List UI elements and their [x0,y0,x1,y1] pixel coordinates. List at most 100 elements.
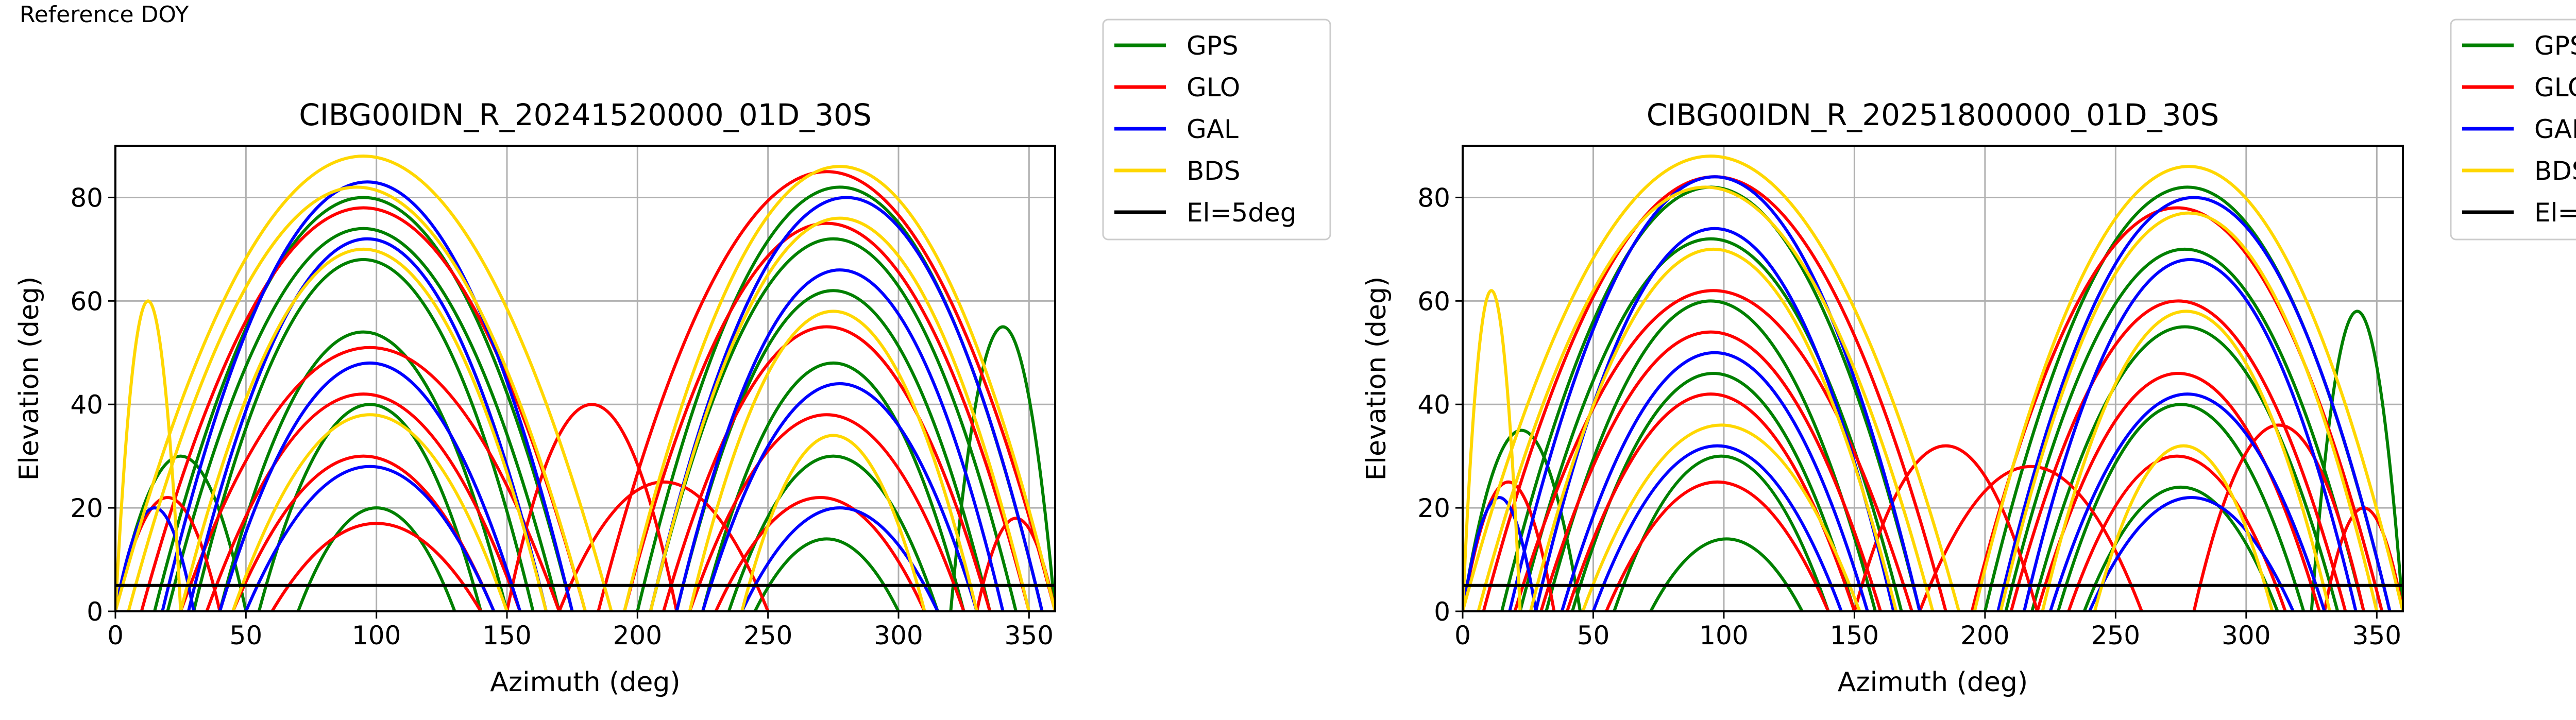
track-gal [1996,196,2392,611]
plot-frame [114,145,1056,612]
plot-frame [1462,145,2404,612]
legend-label: BDS [2534,156,2576,186]
track-gal [1591,444,1843,611]
track-glo [2192,423,2365,611]
track-bds [623,165,1055,611]
track-glo [714,496,926,611]
y-tick-label: 60 [1417,286,1450,316]
x-tick-label: 250 [743,621,792,650]
track-glo [140,206,587,611]
track-gal [244,465,496,611]
figure-title: Reference DOY [20,2,189,28]
y-tick-label: 80 [70,183,103,213]
legend-label: GLO [2534,73,2576,102]
track-glo [1918,465,2144,611]
chart-title: CIBG00IDN_R_20251800000_01D_30S [1647,97,2219,132]
track-gps [2056,403,2306,611]
legend-label: GPS [1187,31,1239,61]
track-gal [2048,392,2326,611]
x-axis-label: Azimuth (deg) [490,667,680,698]
track-gps [701,362,965,611]
x-tick-label: 350 [2352,621,2401,650]
track-gps [153,196,574,611]
chart-2024-panel: CIBG00IDN_R_20241520000_01D_30S 0 50 100 150… [14,19,1331,698]
y-tick-label: 40 [1417,390,1450,420]
track-gps [649,237,1018,611]
track-bds [649,216,1031,611]
track-gal [701,382,978,611]
track-bds [688,310,978,611]
x-tick-label: 300 [2222,621,2270,650]
legend-label: GAL [2534,114,2576,144]
legend-label: El=5deg [1187,198,1296,228]
satellite-tracks [115,155,1055,611]
x-tick-label: 150 [1830,621,1879,650]
x-tick-label: 50 [230,621,263,650]
track-glo [662,325,992,611]
track-gal [2022,258,2358,611]
chart-2025-panel: CIBG00IDN_R_20251800000_01D_30S 0 50 100 150… [1361,19,2576,698]
y-tick-label: 80 [1417,183,1450,213]
y-tick-label: 60 [70,286,103,316]
track-bds [115,299,182,611]
track-glo [688,413,965,611]
track-glo [1853,444,2039,611]
track-bds [1529,248,1898,611]
track-gps [2030,325,2340,611]
legend-label: GLO [1187,73,1240,102]
x-tick-label: 0 [1454,621,1471,650]
track-bds [1477,185,1935,611]
track-bds [1581,423,1861,611]
track-gal [218,361,522,611]
track-gal [115,506,195,611]
x-tick-label: 200 [1960,621,2009,650]
legend: GPS GLO GAL BDS El=5deg [2450,19,2576,241]
track-glo [1565,392,1856,611]
track-glo [1513,289,1913,611]
chart-title: CIBG00IDN_R_20241520000_01D_30S [299,97,872,132]
legend-label: El=5deg [2534,198,2576,228]
track-bds [2041,310,2332,611]
track-gps [192,258,535,611]
x-tick-label: 50 [1577,621,1610,650]
track-gal [1560,351,1869,611]
track-gps [1545,299,1877,611]
track-gps [1518,237,1903,611]
track-gal [161,180,574,611]
track-gps [2004,248,2365,611]
y-axis-label: Elevation (deg) [14,277,45,481]
legend-label: BDS [1187,156,1241,186]
y-tick-label: 40 [70,390,103,420]
legend-label: GAL [1187,114,1239,144]
track-gps [1463,428,1582,611]
track-bds [127,185,587,611]
track-bds [1463,289,1522,611]
track-glo [1604,480,1830,611]
track-bds [1463,155,1961,611]
track-bds [740,434,926,611]
x-tick-label: 100 [352,621,401,650]
track-glo [205,392,522,611]
track-gps [675,289,992,611]
x-tick-label: 350 [1005,621,1054,650]
track-glo [597,170,1055,611]
y-tick-label: 0 [87,597,103,627]
track-bds [1973,165,2403,611]
track-gal [2088,496,2295,611]
track-glo [2009,299,2347,611]
legend: GPS GLO GAL BDS El=5deg [1102,19,1331,241]
y-tick-label: 20 [1417,493,1450,523]
track-bds [115,155,613,611]
track-gal [1463,496,1537,611]
track-bds [2093,444,2274,611]
track-glo [270,522,483,611]
track-bds [179,248,548,611]
track-gps [218,330,509,611]
track-glo [1539,330,1883,611]
track-glo [623,221,1031,611]
track-bds [231,413,509,611]
satellite-tracks [1463,155,2403,611]
x-tick-label: 200 [613,621,662,650]
legend-label: GPS [2534,31,2576,61]
